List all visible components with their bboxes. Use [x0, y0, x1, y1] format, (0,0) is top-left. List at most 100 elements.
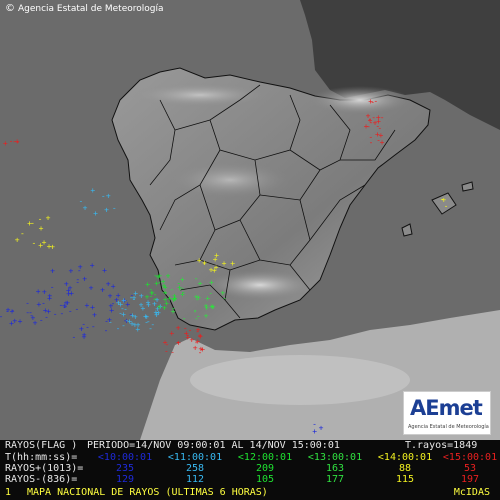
- strike-marker: -: [5, 306, 10, 315]
- strike-marker: -: [153, 294, 158, 303]
- strike-marker: +: [197, 256, 202, 265]
- strike-marker: +: [140, 304, 145, 313]
- strike-marker: +: [46, 307, 51, 316]
- strike-marker: -: [369, 118, 374, 127]
- strike-marker: -: [181, 287, 186, 296]
- strike-marker: +: [42, 288, 47, 297]
- strike-marker: +: [93, 209, 98, 218]
- strike-marker: -: [194, 314, 199, 323]
- strike-marker: +: [36, 300, 41, 309]
- strike-marker: +: [145, 280, 150, 289]
- strike-marker: +: [368, 97, 373, 106]
- strike-marker: -: [198, 348, 203, 357]
- strike-marker: +: [43, 306, 48, 315]
- legend-pos-row: RAYOS+(1013)= 235 258 209 163 88 53: [0, 464, 500, 474]
- strike-marker: -: [63, 302, 68, 311]
- strike-marker: -: [68, 307, 73, 316]
- legend-neg-2: 112: [185, 474, 205, 485]
- strike-marker: -: [375, 122, 380, 131]
- strike-marker: +: [172, 292, 177, 301]
- strike-marker: -: [74, 305, 79, 314]
- legend-time-1: <10:00:01: [97, 452, 153, 463]
- menorca: [461, 181, 474, 192]
- strike-marker: +: [133, 289, 138, 298]
- strike-marker: +: [83, 203, 88, 212]
- strike-marker: +: [38, 241, 43, 250]
- strike-marker: +: [144, 313, 149, 322]
- strike-marker: +: [368, 116, 373, 125]
- strike-marker: -: [15, 138, 20, 147]
- strike-marker: -: [25, 298, 30, 307]
- strike-marker: +: [106, 280, 111, 289]
- strike-marker: -: [75, 277, 80, 286]
- strike-marker: -: [78, 197, 83, 206]
- strike-marker: +: [373, 118, 378, 127]
- map-index: 1: [5, 487, 12, 498]
- negative-label: RAYOS-(836)=: [5, 474, 78, 485]
- strike-marker: +: [214, 251, 219, 260]
- strike-marker: -: [366, 122, 371, 131]
- strike-marker: -: [376, 136, 381, 145]
- strike-marker: -: [150, 320, 155, 329]
- strike-marker: +: [10, 307, 15, 316]
- strike-marker: +: [200, 345, 205, 354]
- credit-text: Agencia Estatal de Meteorología: [18, 3, 164, 14]
- pyrenees-shade: [310, 86, 410, 114]
- strike-marker: +: [202, 258, 207, 267]
- strike-marker: -: [148, 285, 153, 294]
- strike-marker: -: [152, 294, 157, 303]
- legend-pos-5: 88: [398, 463, 412, 474]
- south-shade: [205, 270, 315, 300]
- strike-marker: -: [123, 304, 128, 313]
- strike-marker: +: [177, 283, 182, 292]
- strike-marker: +: [176, 324, 181, 333]
- strike-marker: -: [25, 308, 30, 317]
- strike-marker: +: [121, 296, 126, 305]
- strike-marker: -: [367, 115, 372, 124]
- strike-marker: +: [102, 266, 107, 275]
- aemet-logo-mark: AEmet: [410, 396, 483, 420]
- strike-marker: +: [50, 267, 55, 276]
- strike-marker: +: [163, 288, 168, 297]
- strike-marker: -: [44, 312, 49, 321]
- strike-marker: +: [171, 296, 176, 305]
- central-shade: [170, 162, 290, 198]
- strike-marker: -: [39, 315, 44, 324]
- strike-marker: -: [120, 304, 125, 313]
- strike-marker: +: [143, 312, 148, 321]
- legend-pos-2: 258: [185, 463, 205, 474]
- strike-marker: +: [162, 304, 167, 313]
- strike-marker: +: [169, 329, 174, 338]
- strike-marker: +: [12, 317, 17, 326]
- legend-neg-5: 115: [395, 474, 415, 485]
- strike-marker: -: [58, 301, 63, 310]
- strike-marker: +: [6, 305, 11, 314]
- strike-marker: +: [196, 326, 201, 335]
- strike-marker: +: [122, 296, 127, 305]
- strike-marker: +: [204, 302, 209, 311]
- strike-marker: +: [156, 308, 161, 317]
- strike-marker: -: [71, 333, 76, 342]
- strike-marker: +: [376, 113, 381, 122]
- strike-marker: +: [89, 284, 94, 293]
- strike-marker: +: [376, 117, 381, 126]
- legend-time-2: <11:00:01: [167, 452, 223, 463]
- strike-marker: -: [199, 345, 204, 354]
- strike-marker: -: [77, 266, 82, 275]
- strike-marker: -: [128, 310, 133, 319]
- strike-marker: +: [116, 298, 121, 307]
- strike-marker: +: [130, 320, 135, 329]
- strike-marker: +: [171, 307, 176, 316]
- strike-marker: +: [157, 271, 162, 280]
- strike-marker: -: [195, 327, 200, 336]
- strike-marker: -: [118, 309, 123, 318]
- strike-marker: +: [107, 316, 112, 325]
- strike-marker: +: [68, 267, 73, 276]
- strike-marker: +: [375, 130, 380, 139]
- strike-marker: +: [214, 263, 219, 272]
- strike-marker: +: [9, 319, 14, 328]
- legend-time-4: <13:00:01: [307, 452, 363, 463]
- map-title-text: MAPA NACIONAL DE RAYOS (ULTIMAS 6 HORAS): [27, 487, 268, 498]
- strike-marker: -: [144, 318, 149, 327]
- strike-marker: +: [158, 302, 163, 311]
